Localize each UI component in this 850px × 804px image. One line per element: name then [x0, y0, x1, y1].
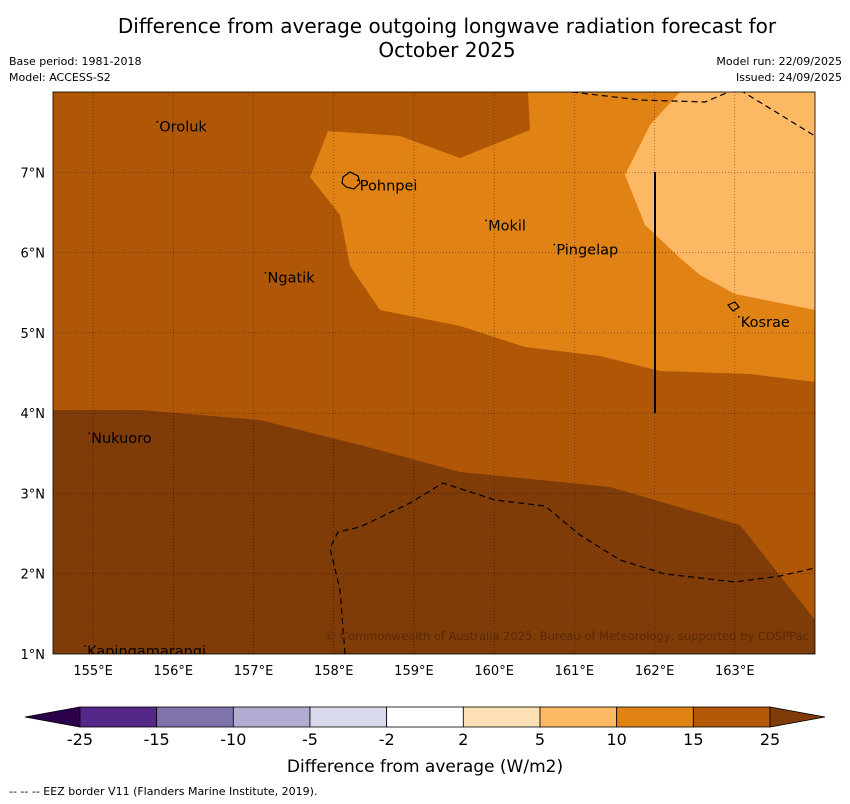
colorbar-tick-label: -25 — [67, 730, 93, 749]
place-label-nukuoro: Nukuoro — [91, 431, 152, 447]
y-axis-ticks: 1°N 2°N 3°N 4°N 5°N 6°N 7°N — [21, 166, 46, 663]
title-line-2: October 2025 — [378, 38, 516, 62]
colorbar-title: Difference from average (W/m2) — [287, 757, 563, 777]
x-tick-label: 160°E — [474, 664, 514, 679]
place-marker — [84, 645, 86, 647]
copyright-text: © Commonwealth of Australia 2025, Bureau… — [325, 629, 809, 643]
colorbar-segment — [616, 706, 694, 728]
place-label-kapingamarangi: Kapingamarangi — [87, 644, 206, 660]
eez-border — [329, 92, 815, 654]
place-marker — [553, 243, 556, 246]
x-tick-label: 156°E — [154, 664, 194, 679]
colorbar-segment — [539, 706, 618, 728]
map-frame — [52, 91, 816, 655]
colorbar-segment — [79, 706, 158, 728]
run-info: Model run: 22/09/2025 Issued: 24/09/2025 — [716, 54, 842, 86]
chart-title: Difference from average outgoing longwav… — [0, 14, 850, 62]
place-label-pingelap: Pingelap — [556, 243, 618, 259]
place-label-kosrae: Kosrae — [741, 315, 790, 331]
place-marker — [356, 179, 359, 182]
place-label-ngatik: Ngatik — [268, 271, 316, 287]
model-name: Model: ACCESS-S2 — [9, 71, 111, 84]
anomaly-25-plus-region — [53, 410, 815, 654]
colorbar-tick-label: -10 — [220, 730, 246, 749]
colorbar-segment — [156, 706, 234, 728]
x-tick-label: 162°E — [635, 664, 675, 679]
issued-date: Issued: 24/09/2025 — [735, 71, 842, 84]
colorbar-segment — [386, 706, 464, 728]
place-marker — [737, 315, 740, 318]
y-tick-label: 3°N — [21, 487, 46, 502]
colorbar-tick-label: 2 — [458, 730, 468, 749]
base-info: Base period: 1981-2018 Model: ACCESS-S2 — [9, 54, 141, 86]
y-tick-label: 6°N — [21, 247, 46, 262]
colorbar-tick-label: 5 — [535, 730, 545, 749]
kosrae-island — [727, 301, 740, 312]
colorbar-tick-label: -15 — [144, 730, 170, 749]
x-tick-label: 161°E — [555, 664, 595, 679]
place-marker — [264, 271, 267, 274]
colorbar — [24, 706, 826, 728]
colorbar-segment — [462, 706, 541, 728]
colorbar-tick-label: -5 — [302, 730, 318, 749]
x-tick-label: 163°E — [715, 664, 755, 679]
colorbar-segment — [692, 706, 771, 728]
colorbar-tick-label: 15 — [683, 730, 703, 749]
y-tick-label: 7°N — [21, 166, 46, 181]
legend-footnote: -- -- -- EEZ border V11 (Flanders Marine… — [9, 785, 318, 798]
colorbar-tick-label: 25 — [760, 730, 780, 749]
map-area: Oroluk Pohnpei Mokil Pingelap Ngatik Kosrae Nu… — [53, 92, 815, 660]
y-tick-label: 2°N — [21, 568, 46, 583]
colorbar-arrow-low — [24, 706, 81, 728]
colorbar-tick-label: 10 — [606, 730, 626, 749]
place-marker — [485, 219, 488, 222]
anomaly-5-10-region — [625, 92, 815, 310]
colorbar-arrow-high — [769, 706, 826, 728]
colorbar-labels: -25 -15 -10 -5 -2 2 5 10 15 25 — [67, 730, 780, 749]
x-tick-label: 159°E — [394, 664, 434, 679]
place-marker — [88, 432, 90, 435]
lat-lon-grid — [53, 92, 815, 654]
colorbar-segment — [232, 706, 311, 728]
x-tick-label: 158°E — [314, 664, 354, 679]
colorbar-tick-label: -2 — [379, 730, 395, 749]
place-label-mokil: Mokil — [488, 218, 526, 234]
place-label-pohnpei: Pohnpei — [360, 178, 418, 194]
place-marker — [156, 120, 159, 123]
y-tick-label: 1°N — [21, 648, 46, 663]
x-axis-ticks: 155°E 156°E 157°E 158°E 159°E 160°E 161°E 162°E… — [73, 664, 754, 679]
pohnpei-island — [341, 171, 361, 190]
x-tick-label: 157°E — [234, 664, 274, 679]
colorbar-segment — [309, 706, 388, 728]
base-period: Base period: 1981-2018 — [9, 55, 142, 68]
place-label-oroluk: Oroluk — [159, 120, 207, 136]
title-line-1: Difference from average outgoing longwav… — [117, 14, 777, 38]
y-tick-label: 5°N — [21, 327, 46, 342]
x-tick-label: 155°E — [73, 664, 113, 679]
model-run: Model run: 22/09/2025 — [716, 55, 842, 68]
y-tick-label: 4°N — [21, 407, 46, 422]
place-labels: Oroluk Pohnpei Mokil Pingelap Ngatik Kosrae Nu… — [84, 120, 790, 660]
